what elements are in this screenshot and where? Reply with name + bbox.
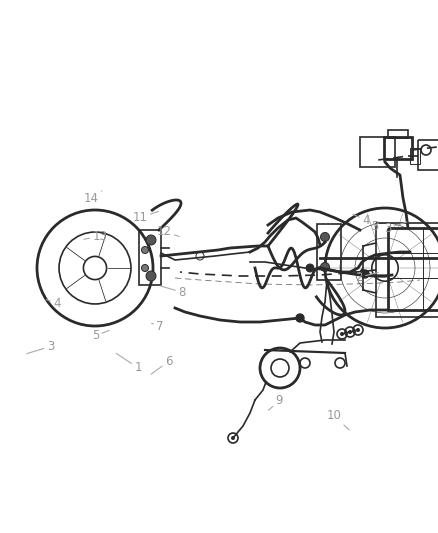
Text: 3: 3 <box>27 340 54 353</box>
Circle shape <box>146 271 156 281</box>
Text: 4: 4 <box>353 214 370 227</box>
Circle shape <box>321 232 329 241</box>
Circle shape <box>141 264 148 271</box>
Text: 6: 6 <box>151 355 173 374</box>
Text: 8: 8 <box>160 286 185 298</box>
Circle shape <box>361 270 369 278</box>
Text: 5: 5 <box>371 220 378 233</box>
Text: 12: 12 <box>157 225 179 238</box>
Circle shape <box>141 246 148 254</box>
Circle shape <box>356 328 360 332</box>
Circle shape <box>348 330 352 334</box>
Text: 9: 9 <box>268 394 283 410</box>
Text: 2: 2 <box>355 271 378 284</box>
Circle shape <box>296 314 304 322</box>
Text: 1: 1 <box>116 353 142 374</box>
Text: 14: 14 <box>84 191 102 205</box>
Bar <box>360 137 395 167</box>
Bar <box>388 228 438 310</box>
Text: 3: 3 <box>384 222 407 235</box>
Bar <box>376 223 438 317</box>
Bar <box>410 148 420 164</box>
Bar <box>418 140 438 170</box>
Circle shape <box>146 235 156 245</box>
Circle shape <box>321 262 329 271</box>
Bar <box>384 137 412 159</box>
Text: 11: 11 <box>133 211 159 224</box>
Text: 13: 13 <box>84 230 107 243</box>
Circle shape <box>340 332 344 336</box>
Text: 4: 4 <box>46 297 61 310</box>
Text: 10: 10 <box>326 409 349 430</box>
Circle shape <box>306 264 314 272</box>
Text: 7: 7 <box>152 320 164 333</box>
Bar <box>388 130 408 138</box>
Text: 5: 5 <box>92 329 109 342</box>
Circle shape <box>231 436 235 440</box>
